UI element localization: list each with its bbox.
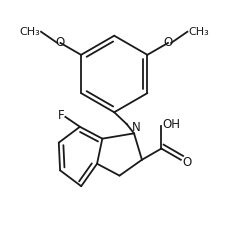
Text: OH: OH bbox=[163, 118, 181, 130]
Text: F: F bbox=[58, 109, 65, 122]
Text: CH₃: CH₃ bbox=[19, 27, 40, 37]
Text: N: N bbox=[132, 121, 141, 134]
Text: O: O bbox=[163, 36, 173, 50]
Text: O: O bbox=[182, 156, 191, 169]
Text: O: O bbox=[56, 36, 65, 50]
Text: CH₃: CH₃ bbox=[189, 27, 209, 37]
